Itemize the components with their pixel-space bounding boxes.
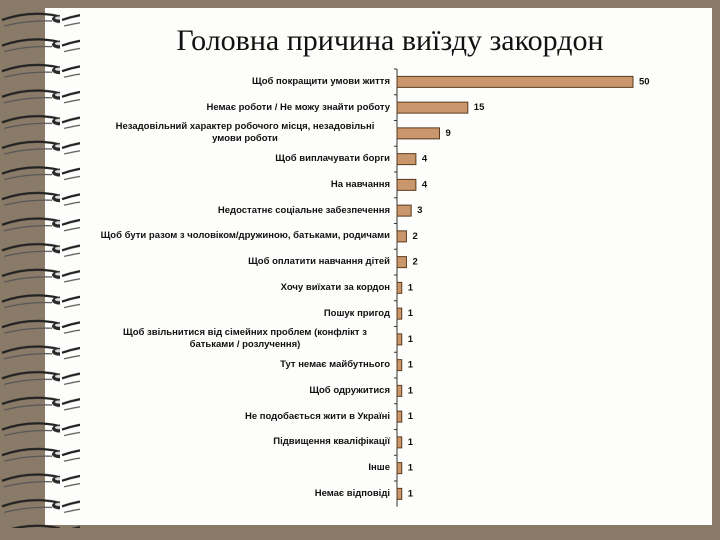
paper: [45, 8, 712, 525]
value-label: 15: [474, 102, 485, 113]
category-text: Підвищення кваліфікації: [273, 436, 390, 448]
bar: [396, 384, 403, 397]
category-text: Інше: [368, 462, 390, 474]
category-label: Не подобається жити в Україні: [100, 404, 390, 430]
category-text: Хочу виїхати за кордон: [280, 281, 390, 293]
category-label: Щоб звільнитися від сімейних проблем (ко…: [100, 326, 390, 352]
category-label: Щоб бути разом з чоловіком/дружиною, бат…: [100, 223, 390, 249]
category-text: Пошук пригод: [323, 307, 390, 319]
value-label: 2: [412, 257, 417, 268]
bar: [396, 230, 407, 243]
value-label: 1: [408, 308, 414, 319]
category-label: Незадовільний характер робочого місця, н…: [100, 120, 390, 146]
bar: [396, 101, 469, 114]
value-label: 4: [422, 154, 428, 165]
bar: [396, 204, 412, 217]
category-label: Підвищення кваліфікації: [100, 429, 390, 455]
category-text: Щоб оплатити навчання дітей: [248, 256, 390, 268]
bar: [396, 462, 403, 475]
value-label: 3: [417, 205, 422, 216]
bar: [396, 410, 403, 423]
value-label: 50: [639, 76, 650, 87]
value-label: 9: [445, 128, 450, 139]
category-label: Немає відповіді: [100, 481, 390, 507]
category-text: Немає роботи / Не можу знайти роботу: [206, 101, 391, 113]
chart-title: Головна причина виїзду закордон: [176, 24, 604, 57]
category-text: Недостатнє соціальне забезпечення: [217, 204, 390, 216]
category-label: Щоб виплачувати борги: [100, 146, 390, 172]
category-text: Щоб звільнитися від сімейних проблем (ко…: [123, 327, 367, 351]
bar: [396, 153, 417, 166]
category-text: Немає відповіді: [314, 487, 390, 499]
category-text: Щоб покращити умови життя: [252, 75, 390, 87]
value-label: 1: [408, 488, 414, 499]
bar: [396, 281, 403, 294]
value-label: 4: [422, 179, 428, 190]
bar: [396, 75, 634, 88]
category-label: На навчання: [100, 172, 390, 198]
category-label: Хочу виїхати за кордон: [100, 275, 390, 301]
value-label: 1: [408, 334, 414, 345]
value-label: 1: [408, 282, 414, 293]
bar: [396, 487, 403, 500]
category-text: Щоб одружитися: [309, 384, 390, 396]
category-text: Незадовільний характер робочого місця, н…: [115, 121, 375, 145]
spiral-binding: [0, 6, 80, 528]
bar: [396, 436, 403, 449]
bar: [396, 359, 403, 372]
value-label: 1: [408, 385, 414, 396]
value-label: 1: [408, 360, 414, 371]
bar: [396, 307, 403, 320]
category-label: Щоб покращити умови життя: [100, 69, 390, 95]
category-label: Тут немає майбутнього: [100, 352, 390, 378]
category-text: Не подобається жити в Україні: [244, 410, 390, 422]
category-label: Пошук пригод: [100, 301, 390, 327]
category-text: Щоб бути разом з чоловіком/дружиною, бат…: [100, 230, 390, 242]
bar: [396, 178, 417, 191]
category-text: Щоб виплачувати борги: [275, 153, 390, 165]
value-label: 1: [408, 463, 414, 474]
value-label: 1: [408, 437, 414, 448]
category-label: Інше: [100, 455, 390, 481]
bar: [396, 256, 407, 269]
value-label: 2: [412, 231, 417, 242]
category-label: Щоб оплатити навчання дітей: [100, 249, 390, 275]
category-label: Недостатнє соціальне забезпечення: [100, 198, 390, 224]
bar: [396, 127, 440, 140]
category-text: Тут немає майбутнього: [280, 359, 390, 371]
category-label: Щоб одружитися: [100, 378, 390, 404]
bar: [396, 333, 403, 346]
category-label: Немає роботи / Не можу знайти роботу: [100, 95, 391, 121]
category-text: На навчання: [330, 178, 390, 190]
value-label: 1: [408, 411, 414, 422]
